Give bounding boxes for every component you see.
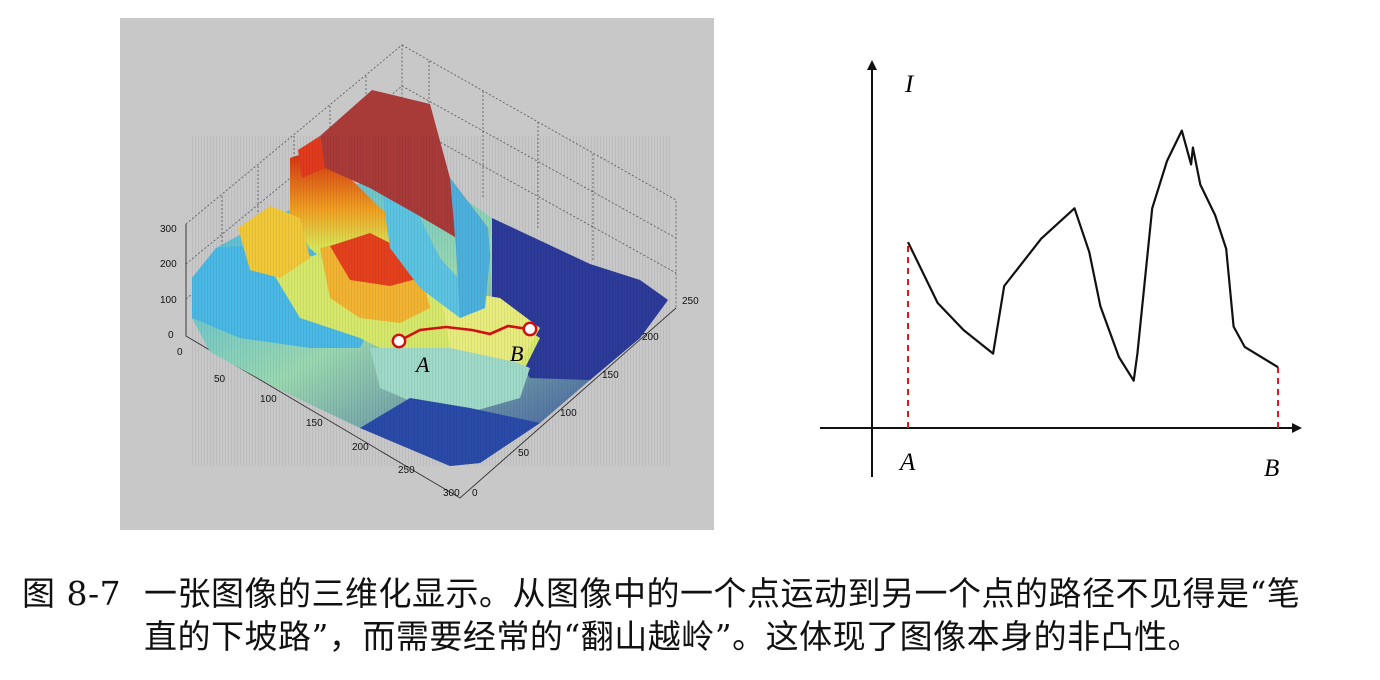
x-tick-label: 150 [306, 418, 323, 429]
path-line [398, 324, 529, 343]
x-tick-label-a: A [898, 449, 916, 476]
surface-plot-figure: A B 0 100 200 300 0 50 100 150 200 250 3… [120, 18, 714, 530]
x-tick-label: 250 [398, 465, 415, 476]
point-a-marker [391, 333, 407, 349]
y-tick-label: 0 [472, 488, 478, 499]
x-tick-label: 300 [443, 488, 460, 499]
x-tick-label: 200 [352, 442, 369, 453]
y-tick-label: 200 [642, 332, 659, 343]
point-b-marker [522, 321, 538, 337]
y-tick-label: 50 [518, 448, 530, 459]
caption-number: 图 8-7 [22, 574, 122, 613]
caption-line-1: 一张图像的三维化显示。从图像中的一个点运动到另一个点的路径不见得是“笔 [144, 574, 1301, 613]
z-tick-label: 100 [160, 295, 177, 306]
intensity-series-line [907, 129, 1279, 382]
x-tick-label: 50 [214, 374, 226, 385]
y-tick-label: 100 [560, 408, 577, 419]
y-tick-label: 250 [682, 296, 699, 307]
x-tick-label: 100 [260, 394, 277, 405]
x-tick-label: 0 [177, 347, 183, 358]
figure-caption: 图 8-7 一张图像的三维化显示。从图像中的一个点运动到另一个点的路径不见得是“笔… [22, 572, 1362, 658]
surface-plot-svg: A B 0 100 200 300 0 50 100 150 200 250 3… [120, 18, 714, 530]
point-b-label: B [510, 341, 523, 366]
z-tick-label: 300 [160, 224, 177, 235]
z-tick-label: 200 [160, 259, 177, 270]
point-a-label: A [414, 352, 430, 377]
z-tick-label: 0 [168, 330, 174, 341]
y-tick-label: 150 [602, 370, 619, 381]
intensity-profile-chart: I A B [800, 40, 1320, 490]
surface-mesh [192, 90, 672, 466]
x-tick-label-b: B [1264, 455, 1279, 482]
y-axis-label: I [904, 71, 915, 98]
intensity-profile-svg: I A B [820, 60, 1302, 482]
caption-line-2: 直的下坡路”，而需要经常的“翻山越岭”。这体现了图像本身的非凸性。 [144, 617, 1202, 656]
